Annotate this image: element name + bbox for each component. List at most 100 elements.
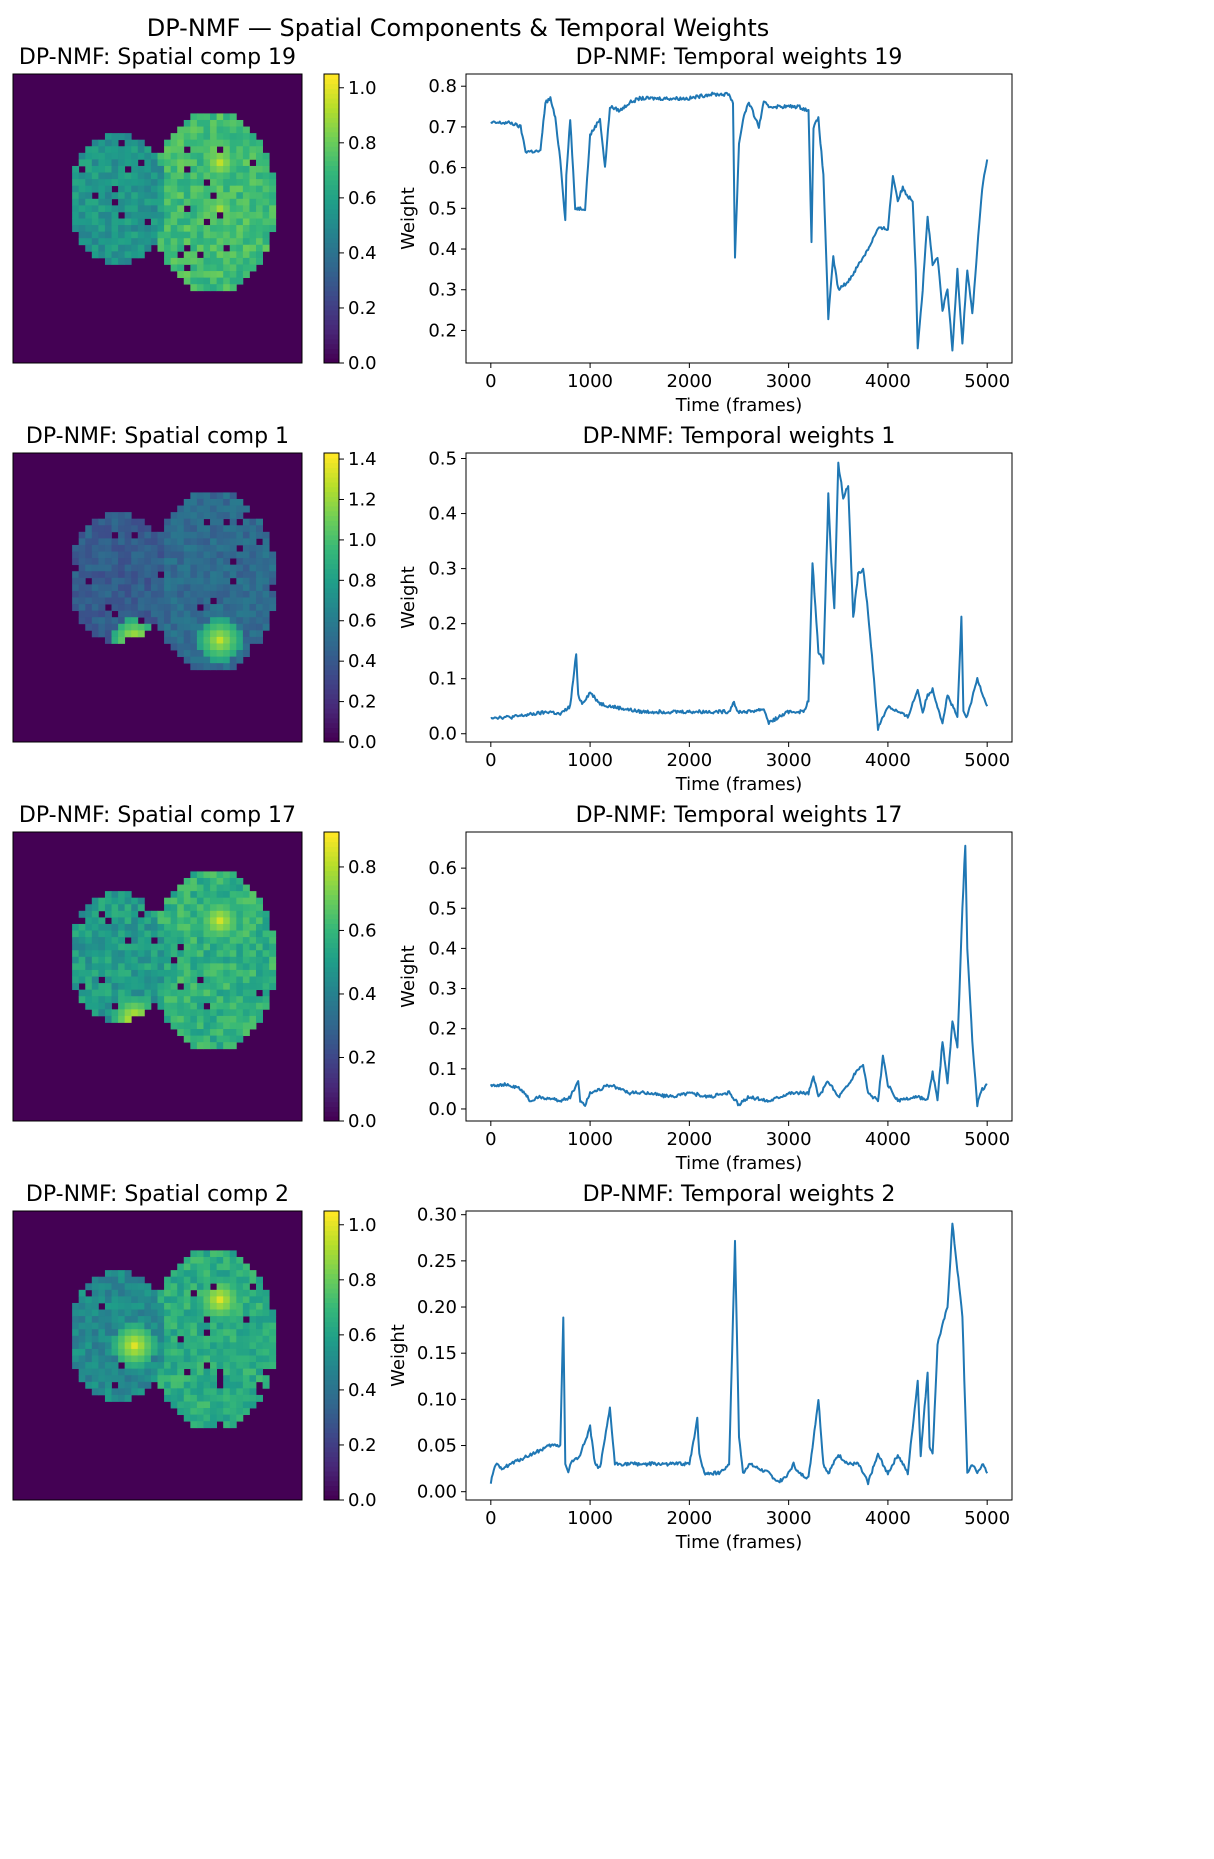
heatmap-cell xyxy=(85,525,93,533)
colorbar-segment xyxy=(324,713,339,719)
heatmap-cell xyxy=(262,577,270,585)
panel-title: DP-NMF: Temporal weights 17 xyxy=(576,803,903,828)
heatmap-cell xyxy=(157,165,165,173)
heatmap-cell xyxy=(229,1035,237,1043)
heatmap-cell xyxy=(137,956,145,964)
heatmap-cell xyxy=(249,983,257,991)
heatmap-cell xyxy=(190,1296,198,1304)
heatmap-cell xyxy=(196,1250,204,1258)
heatmap-cell xyxy=(98,205,106,213)
colorbar-segment xyxy=(324,170,339,176)
heatmap-cell xyxy=(111,1289,119,1297)
heatmap-cell xyxy=(216,956,224,964)
colorbar-segment xyxy=(324,505,339,512)
heatmap-cell xyxy=(190,1022,198,1030)
heatmap-cell xyxy=(229,1355,237,1363)
heatmap-cell xyxy=(131,205,139,213)
heatmap-cell xyxy=(196,1375,204,1383)
heatmap-cell xyxy=(137,139,145,147)
heatmap-cell xyxy=(269,225,277,233)
heatmap-cell xyxy=(137,1342,145,1350)
heatmap-cell xyxy=(124,1316,132,1324)
heatmap-cell xyxy=(196,284,204,292)
heatmap-cell xyxy=(85,950,93,958)
heatmap-cell xyxy=(150,989,158,997)
heatmap-cell xyxy=(170,923,178,931)
heatmap-cell xyxy=(170,1316,178,1324)
heatmap-cell xyxy=(242,1302,250,1310)
heatmap-cell xyxy=(111,551,119,559)
heatmap-cell xyxy=(242,910,250,918)
heatmap-cell xyxy=(269,1329,277,1337)
heatmap-cell xyxy=(91,983,99,991)
heatmap-cell xyxy=(203,577,211,585)
heatmap-cell xyxy=(236,1002,244,1010)
heatmap-cell xyxy=(196,969,204,977)
heatmap-cell xyxy=(118,564,126,572)
heatmap-cell xyxy=(216,917,224,925)
heatmap-cell xyxy=(124,152,132,160)
colorbar-segment xyxy=(324,894,339,900)
heatmap-cell xyxy=(236,650,244,658)
colorbar-segment xyxy=(324,1471,339,1477)
heatmap-cell xyxy=(229,284,237,292)
colorbar-segment xyxy=(324,909,339,915)
heatmap-cell xyxy=(124,1302,132,1310)
heatmap-cell xyxy=(104,172,112,180)
heatmap-cell xyxy=(104,185,112,193)
heatmap-cell xyxy=(150,185,158,193)
heatmap-cell xyxy=(164,1394,172,1402)
heatmap-cell xyxy=(210,1381,218,1389)
heatmap-cell xyxy=(157,1348,165,1356)
heatmap-cell xyxy=(236,119,244,127)
heatmap-cell xyxy=(98,165,106,173)
heatmap-cell xyxy=(216,264,224,272)
heatmap-cell xyxy=(229,584,237,592)
heatmap-cell xyxy=(196,126,204,134)
heatmap-cell xyxy=(177,584,185,592)
temporal-weights-panel: DP-NMF: Temporal weights 10 1000 2000 3000 4… xyxy=(398,424,1013,795)
colorbar-segment xyxy=(324,208,339,215)
heatmap-cell xyxy=(216,1015,224,1023)
heatmap-cell xyxy=(249,943,257,951)
colorbar-segment xyxy=(324,290,339,297)
heatmap-cell xyxy=(183,904,191,912)
heatmap-cell xyxy=(256,943,263,951)
heatmap-cell xyxy=(124,976,132,984)
heatmap-cell xyxy=(144,146,152,154)
heatmap-cell xyxy=(111,1270,119,1278)
heatmap-cell xyxy=(183,1362,191,1370)
heatmap-cell xyxy=(203,251,211,259)
heatmap-cell xyxy=(262,1309,270,1317)
heatmap-cell xyxy=(177,884,185,892)
heatmap-cell xyxy=(170,643,178,651)
heatmap-cell xyxy=(190,1283,198,1291)
y-tick-label: 0.3 xyxy=(428,979,457,1000)
heatmap-cell xyxy=(85,1381,93,1389)
heatmap-cell xyxy=(236,1256,244,1264)
heatmap-cell xyxy=(190,917,198,925)
heatmap-cell xyxy=(236,1368,244,1376)
heatmap-cell xyxy=(137,525,145,533)
heatmap-cell xyxy=(170,179,178,187)
heatmap-cell xyxy=(177,211,185,219)
heatmap-cell xyxy=(229,1270,237,1278)
x-tick-label: 1000 xyxy=(567,1129,613,1150)
heatmap-cell xyxy=(104,1002,112,1010)
colorbar-segment xyxy=(324,261,339,268)
heatmap-cell xyxy=(157,989,165,997)
heatmap-cell xyxy=(203,551,211,559)
heatmap-cell xyxy=(98,244,106,252)
heatmap-cell xyxy=(124,244,132,252)
heatmap-cell xyxy=(190,525,198,533)
heatmap-cell xyxy=(91,205,99,213)
heatmap-cell xyxy=(118,179,126,187)
colorbar-segment xyxy=(324,194,339,200)
heatmap-cell xyxy=(144,211,152,219)
colorbar-segment xyxy=(324,1087,339,1093)
heatmap-cell xyxy=(196,271,204,279)
heatmap-cell xyxy=(118,244,126,252)
colorbar-segment xyxy=(324,679,339,685)
heatmap-cell xyxy=(150,969,158,977)
heatmap-cell xyxy=(229,1002,237,1010)
